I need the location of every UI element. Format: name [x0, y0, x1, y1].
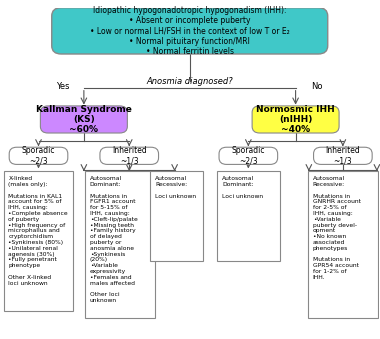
- Text: Idiopathic hypogonadotropic hypogonadism (IHH):
• Absent or incomplete puberty
•: Idiopathic hypogonadotropic hypogonadism…: [90, 5, 290, 56]
- Text: Kallman Syndrome
(KS)
~60%: Kallman Syndrome (KS) ~60%: [36, 104, 132, 134]
- Text: Autosomal
Recessive:

Mutations in
GNRHR account
for 2-5% of
IHH, causing:
•Vari: Autosomal Recessive: Mutations in GNRHR …: [313, 176, 361, 280]
- Text: Inherited
~1/3: Inherited ~1/3: [326, 146, 360, 165]
- Text: Autosomal
Recessive:

Loci unknown: Autosomal Recessive: Loci unknown: [155, 176, 196, 199]
- Text: Sporadic
~2/3: Sporadic ~2/3: [22, 146, 55, 165]
- Text: No: No: [310, 82, 322, 91]
- FancyBboxPatch shape: [9, 147, 68, 164]
- Text: Inherited
~1/3: Inherited ~1/3: [112, 146, 147, 165]
- Text: Autosomal
Dominant:

Mutations in
FGFR1 account
for 5-15% of
IHH, causing:
•Clef: Autosomal Dominant: Mutations in FGFR1 a…: [90, 176, 138, 303]
- FancyBboxPatch shape: [219, 147, 278, 164]
- Text: Sporadic
~2/3: Sporadic ~2/3: [231, 146, 265, 165]
- FancyBboxPatch shape: [3, 171, 73, 311]
- FancyBboxPatch shape: [217, 171, 280, 261]
- FancyBboxPatch shape: [85, 171, 155, 318]
- FancyBboxPatch shape: [100, 147, 158, 164]
- FancyBboxPatch shape: [308, 171, 378, 318]
- Text: Autosomal
Dominant:

Loci unknown: Autosomal Dominant: Loci unknown: [222, 176, 263, 199]
- FancyBboxPatch shape: [252, 106, 339, 133]
- Text: Normosmic IHH
(nIHH)
~40%: Normosmic IHH (nIHH) ~40%: [256, 104, 335, 134]
- FancyBboxPatch shape: [150, 171, 203, 261]
- Text: Yes: Yes: [56, 82, 70, 91]
- Text: X-linked
(males only):

Mutations in KAL1
account for 5% of
IHH, causing:
•Compl: X-linked (males only): Mutations in KAL1…: [8, 176, 68, 285]
- FancyBboxPatch shape: [52, 8, 328, 54]
- FancyBboxPatch shape: [314, 147, 372, 164]
- FancyBboxPatch shape: [40, 106, 127, 133]
- Text: Anosmia diagnosed?: Anosmia diagnosed?: [146, 77, 233, 86]
